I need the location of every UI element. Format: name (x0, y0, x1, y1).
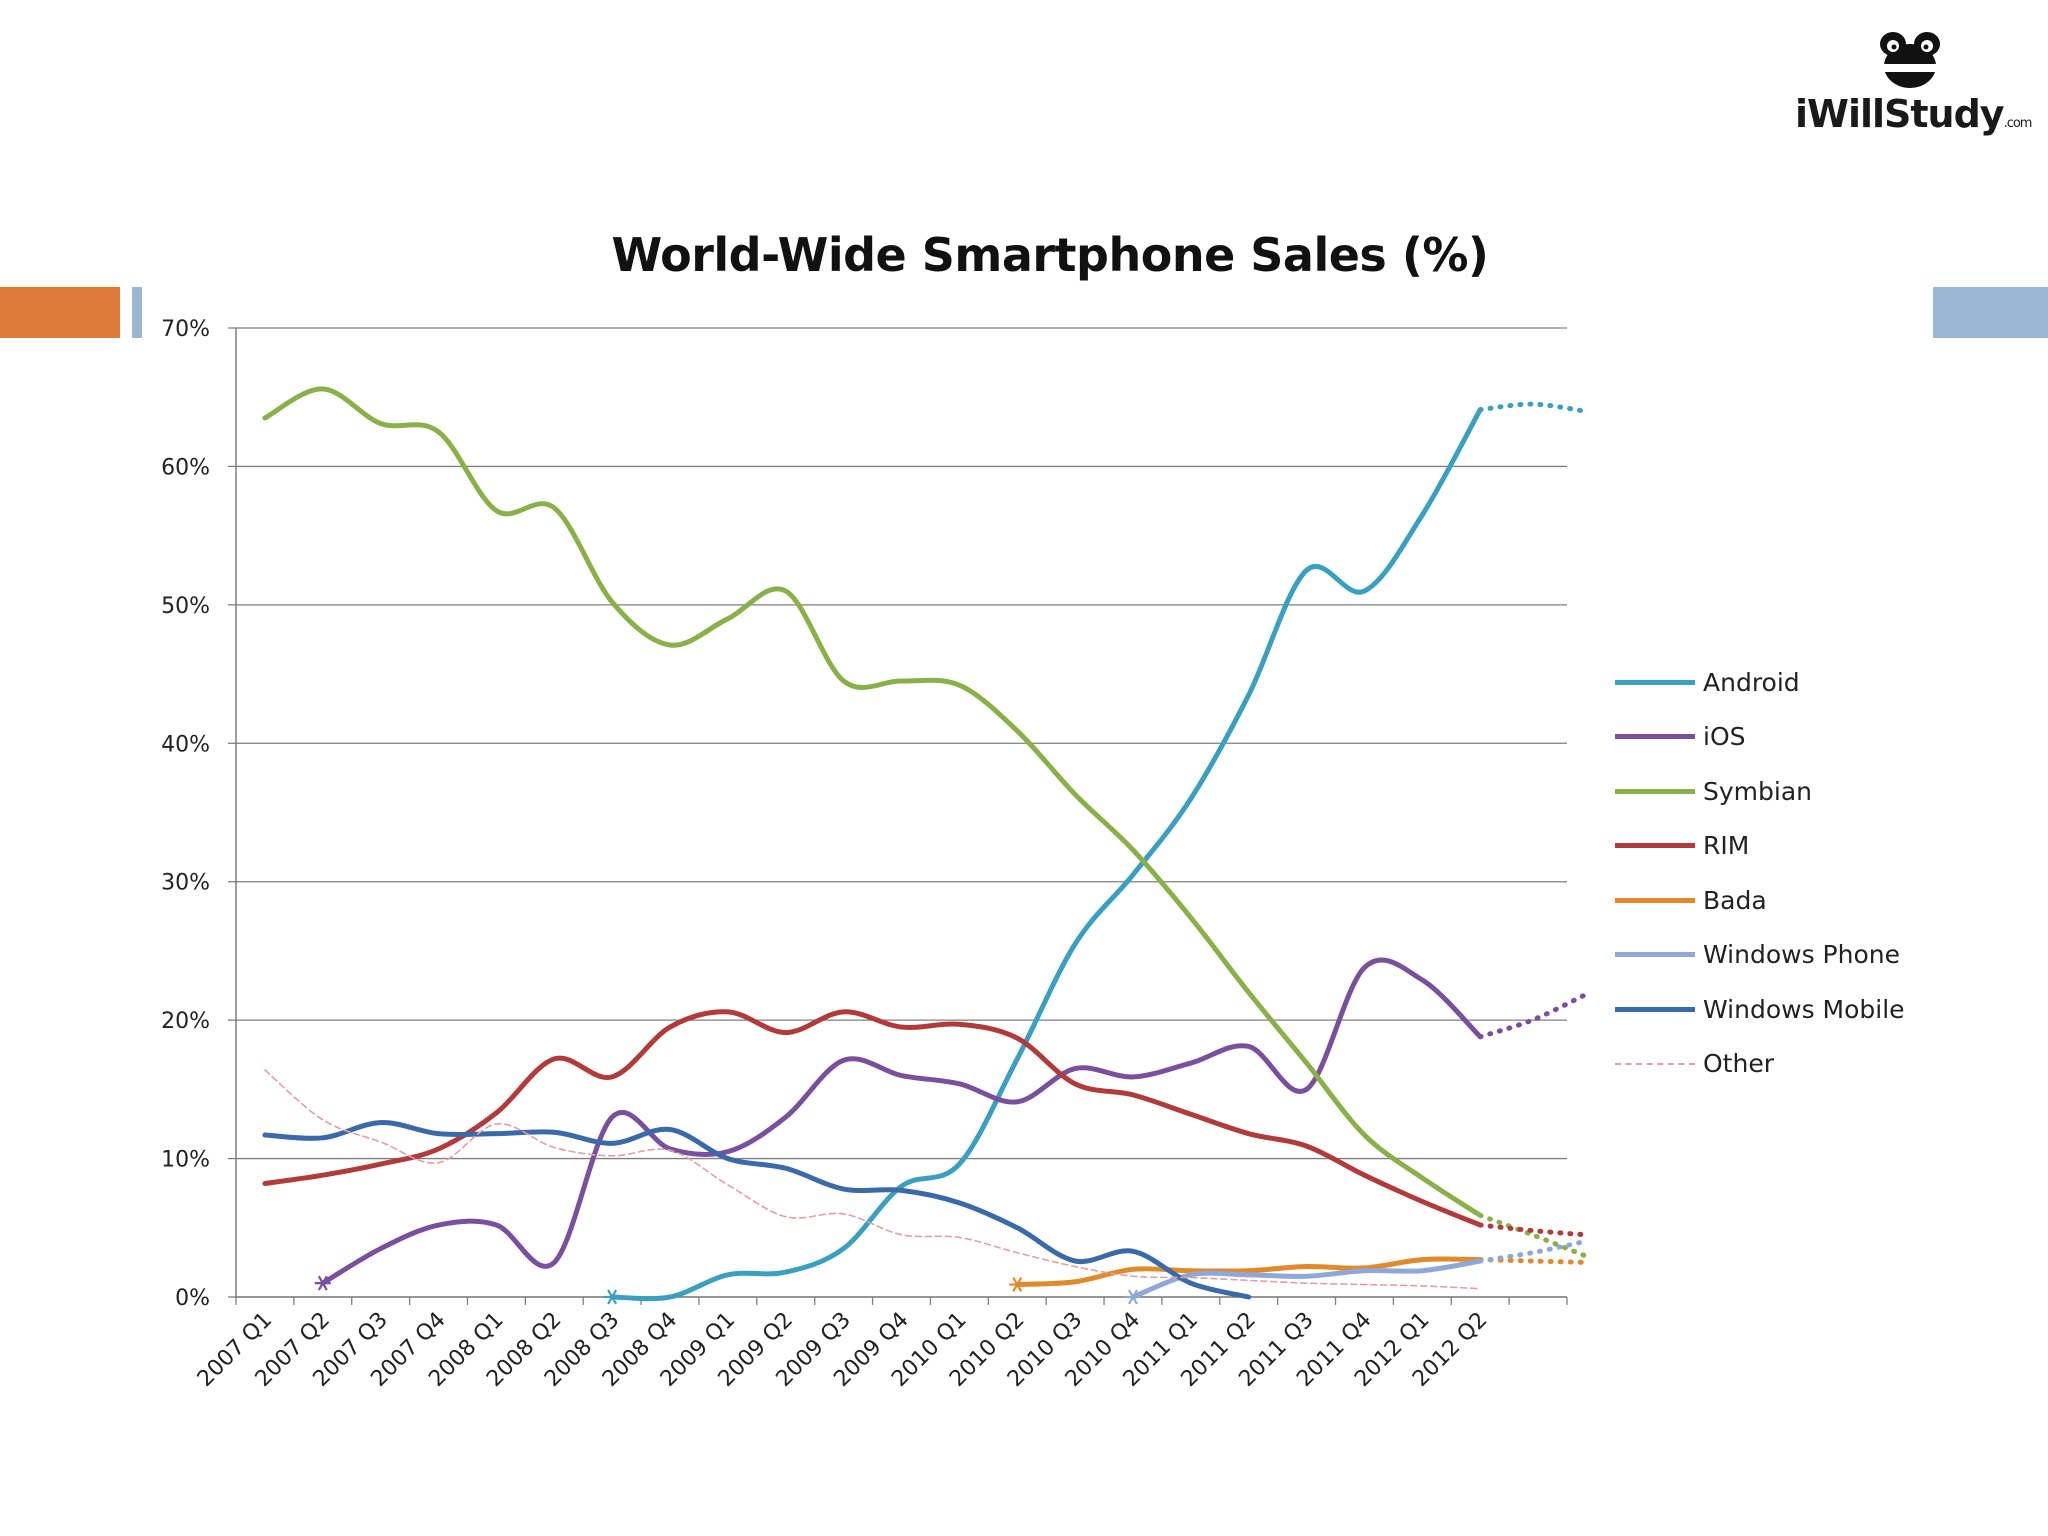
legend-item-windows-mobile: Windows Mobile (1615, 982, 1905, 1037)
legend-label: Symbian (1703, 776, 1812, 806)
y-tick-label: 30% (161, 871, 210, 896)
legend-swatch (1615, 788, 1695, 794)
series-line-ios (320, 957, 1483, 1286)
legend-label: Windows Mobile (1703, 994, 1905, 1024)
series-start-marker-windows-phone (1124, 1289, 1141, 1305)
legend-label: RIM (1703, 831, 1750, 861)
series-start-marker-ios (314, 1275, 331, 1291)
legend-swatch (1615, 1006, 1695, 1012)
decor-blue-thin-bar (132, 287, 142, 338)
y-tick-label: 40% (161, 732, 210, 757)
y-tick-label: 20% (161, 1009, 210, 1034)
legend-swatch (1615, 679, 1695, 685)
legend-label: Windows Phone (1703, 940, 1900, 970)
legend-item-ios: iOS (1615, 710, 1905, 765)
iwillstudy-logo: iWillStudy.com (1795, 30, 2032, 150)
series-projection-ios (1477, 992, 1587, 1040)
legend-item-android: Android (1615, 655, 1905, 710)
legend-label: iOS (1703, 722, 1746, 752)
legend-swatch (1615, 734, 1695, 740)
decor-orange-bar (0, 287, 120, 338)
y-tick-label: 0% (175, 1286, 210, 1311)
legend-label: Android (1703, 667, 1800, 697)
decor-blue-right-bar (1933, 287, 2048, 338)
series-line-bada (1014, 1256, 1483, 1288)
series-projection-android (1477, 401, 1587, 414)
series-projection-rim (1477, 1222, 1587, 1238)
series-start-marker-android (604, 1289, 621, 1305)
legend-item-symbian: Symbian (1615, 764, 1905, 819)
series-projection-windows-phone (1477, 1239, 1587, 1264)
series-line-windows-mobile (262, 1120, 1252, 1300)
legend-swatch (1615, 843, 1695, 849)
series-line-symbian (262, 386, 1483, 1218)
legend-swatch (1615, 1062, 1695, 1065)
legend-item-rim: RIM (1615, 819, 1905, 874)
legend-swatch (1615, 897, 1695, 903)
chart-title: World-Wide Smartphone Sales (%) (611, 228, 1489, 282)
legend-item-windows-phone: Windows Phone (1615, 928, 1905, 983)
series-projection-bada (1477, 1257, 1587, 1265)
series-line-rim (262, 1009, 1483, 1228)
chart-legend: Android iOS Symbian RIM Bada Windows Phone Win… (1615, 655, 1905, 1091)
series-line-android (609, 407, 1483, 1302)
series-start-marker-bada (1009, 1277, 1026, 1293)
y-tick-label: 60% (161, 455, 210, 480)
y-tick-label: 10% (161, 1148, 210, 1173)
legend-swatch (1615, 952, 1695, 958)
logo-name: iWillStudy (1795, 92, 2005, 136)
legend-label: Other (1703, 1049, 1774, 1079)
owl-mascot-icon (1880, 32, 1940, 88)
series-projection-symbian (1477, 1212, 1587, 1258)
series-line-windows-phone (1130, 1258, 1483, 1300)
y-tick-label: 70% (161, 317, 210, 342)
legend-item-other: Other (1615, 1037, 1905, 1092)
legend-item-bada: Bada (1615, 873, 1905, 928)
y-tick-label: 50% (161, 594, 210, 619)
legend-label: Bada (1703, 885, 1767, 915)
series-line-other (264, 1069, 1481, 1290)
logo-suffix: .com (2003, 116, 2033, 131)
